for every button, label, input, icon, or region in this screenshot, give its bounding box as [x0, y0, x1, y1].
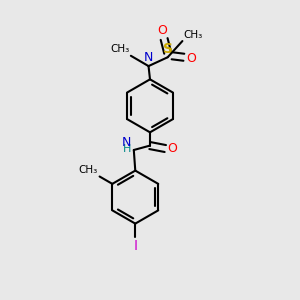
- Text: O: O: [186, 52, 196, 65]
- Text: N: N: [144, 51, 153, 64]
- Text: CH₃: CH₃: [184, 30, 203, 40]
- Text: O: O: [168, 142, 178, 155]
- Text: S: S: [163, 42, 173, 56]
- Text: CH₃: CH₃: [78, 165, 97, 175]
- Text: N: N: [122, 136, 131, 149]
- Text: H: H: [123, 144, 131, 154]
- Text: CH₃: CH₃: [110, 44, 129, 54]
- Text: I: I: [133, 239, 137, 253]
- Text: O: O: [158, 24, 168, 37]
